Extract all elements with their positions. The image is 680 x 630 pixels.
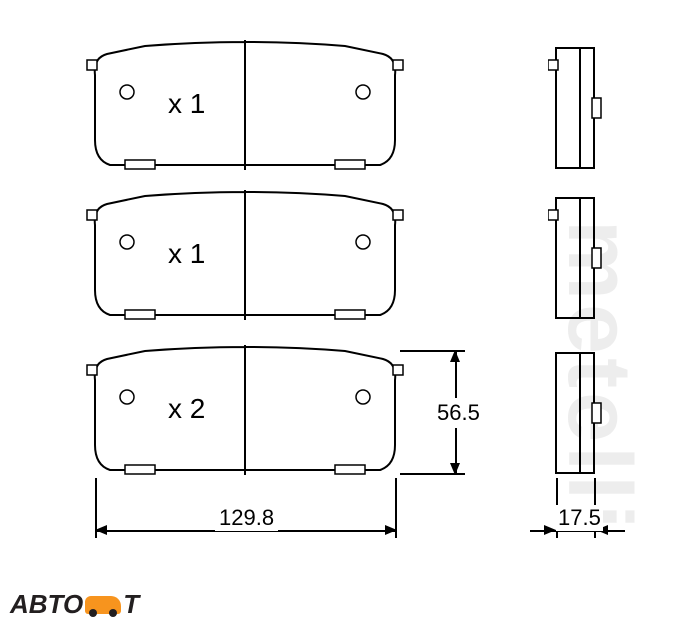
qty-label-1: x 1 bbox=[168, 88, 205, 120]
brake-pad-3 bbox=[85, 345, 405, 480]
qty-label-3: x 2 bbox=[168, 393, 205, 425]
drawing-canvas: metelli x 1 x 1 x 2 bbox=[0, 0, 680, 630]
logo-text-b: T bbox=[123, 589, 139, 620]
qty-label-2: x 1 bbox=[168, 238, 205, 270]
brake-pad-1 bbox=[85, 40, 405, 175]
side-view-3 bbox=[548, 347, 604, 479]
side-view-2 bbox=[548, 192, 604, 324]
arrow-icon bbox=[544, 525, 556, 535]
arrow-icon bbox=[450, 463, 460, 475]
avto-logo: ABTO T bbox=[10, 589, 139, 620]
dim-height: 56.5 bbox=[435, 398, 482, 428]
arrow-icon bbox=[450, 350, 460, 362]
brake-pad-2 bbox=[85, 190, 405, 325]
side-view-1 bbox=[548, 42, 604, 174]
dim-width: 129.8 bbox=[215, 505, 278, 531]
arrow-icon bbox=[385, 525, 397, 535]
car-icon bbox=[85, 596, 121, 614]
arrow-icon bbox=[95, 525, 107, 535]
dim-thickness: 17.5 bbox=[556, 505, 603, 531]
logo-text-a: ABTO bbox=[10, 589, 83, 620]
